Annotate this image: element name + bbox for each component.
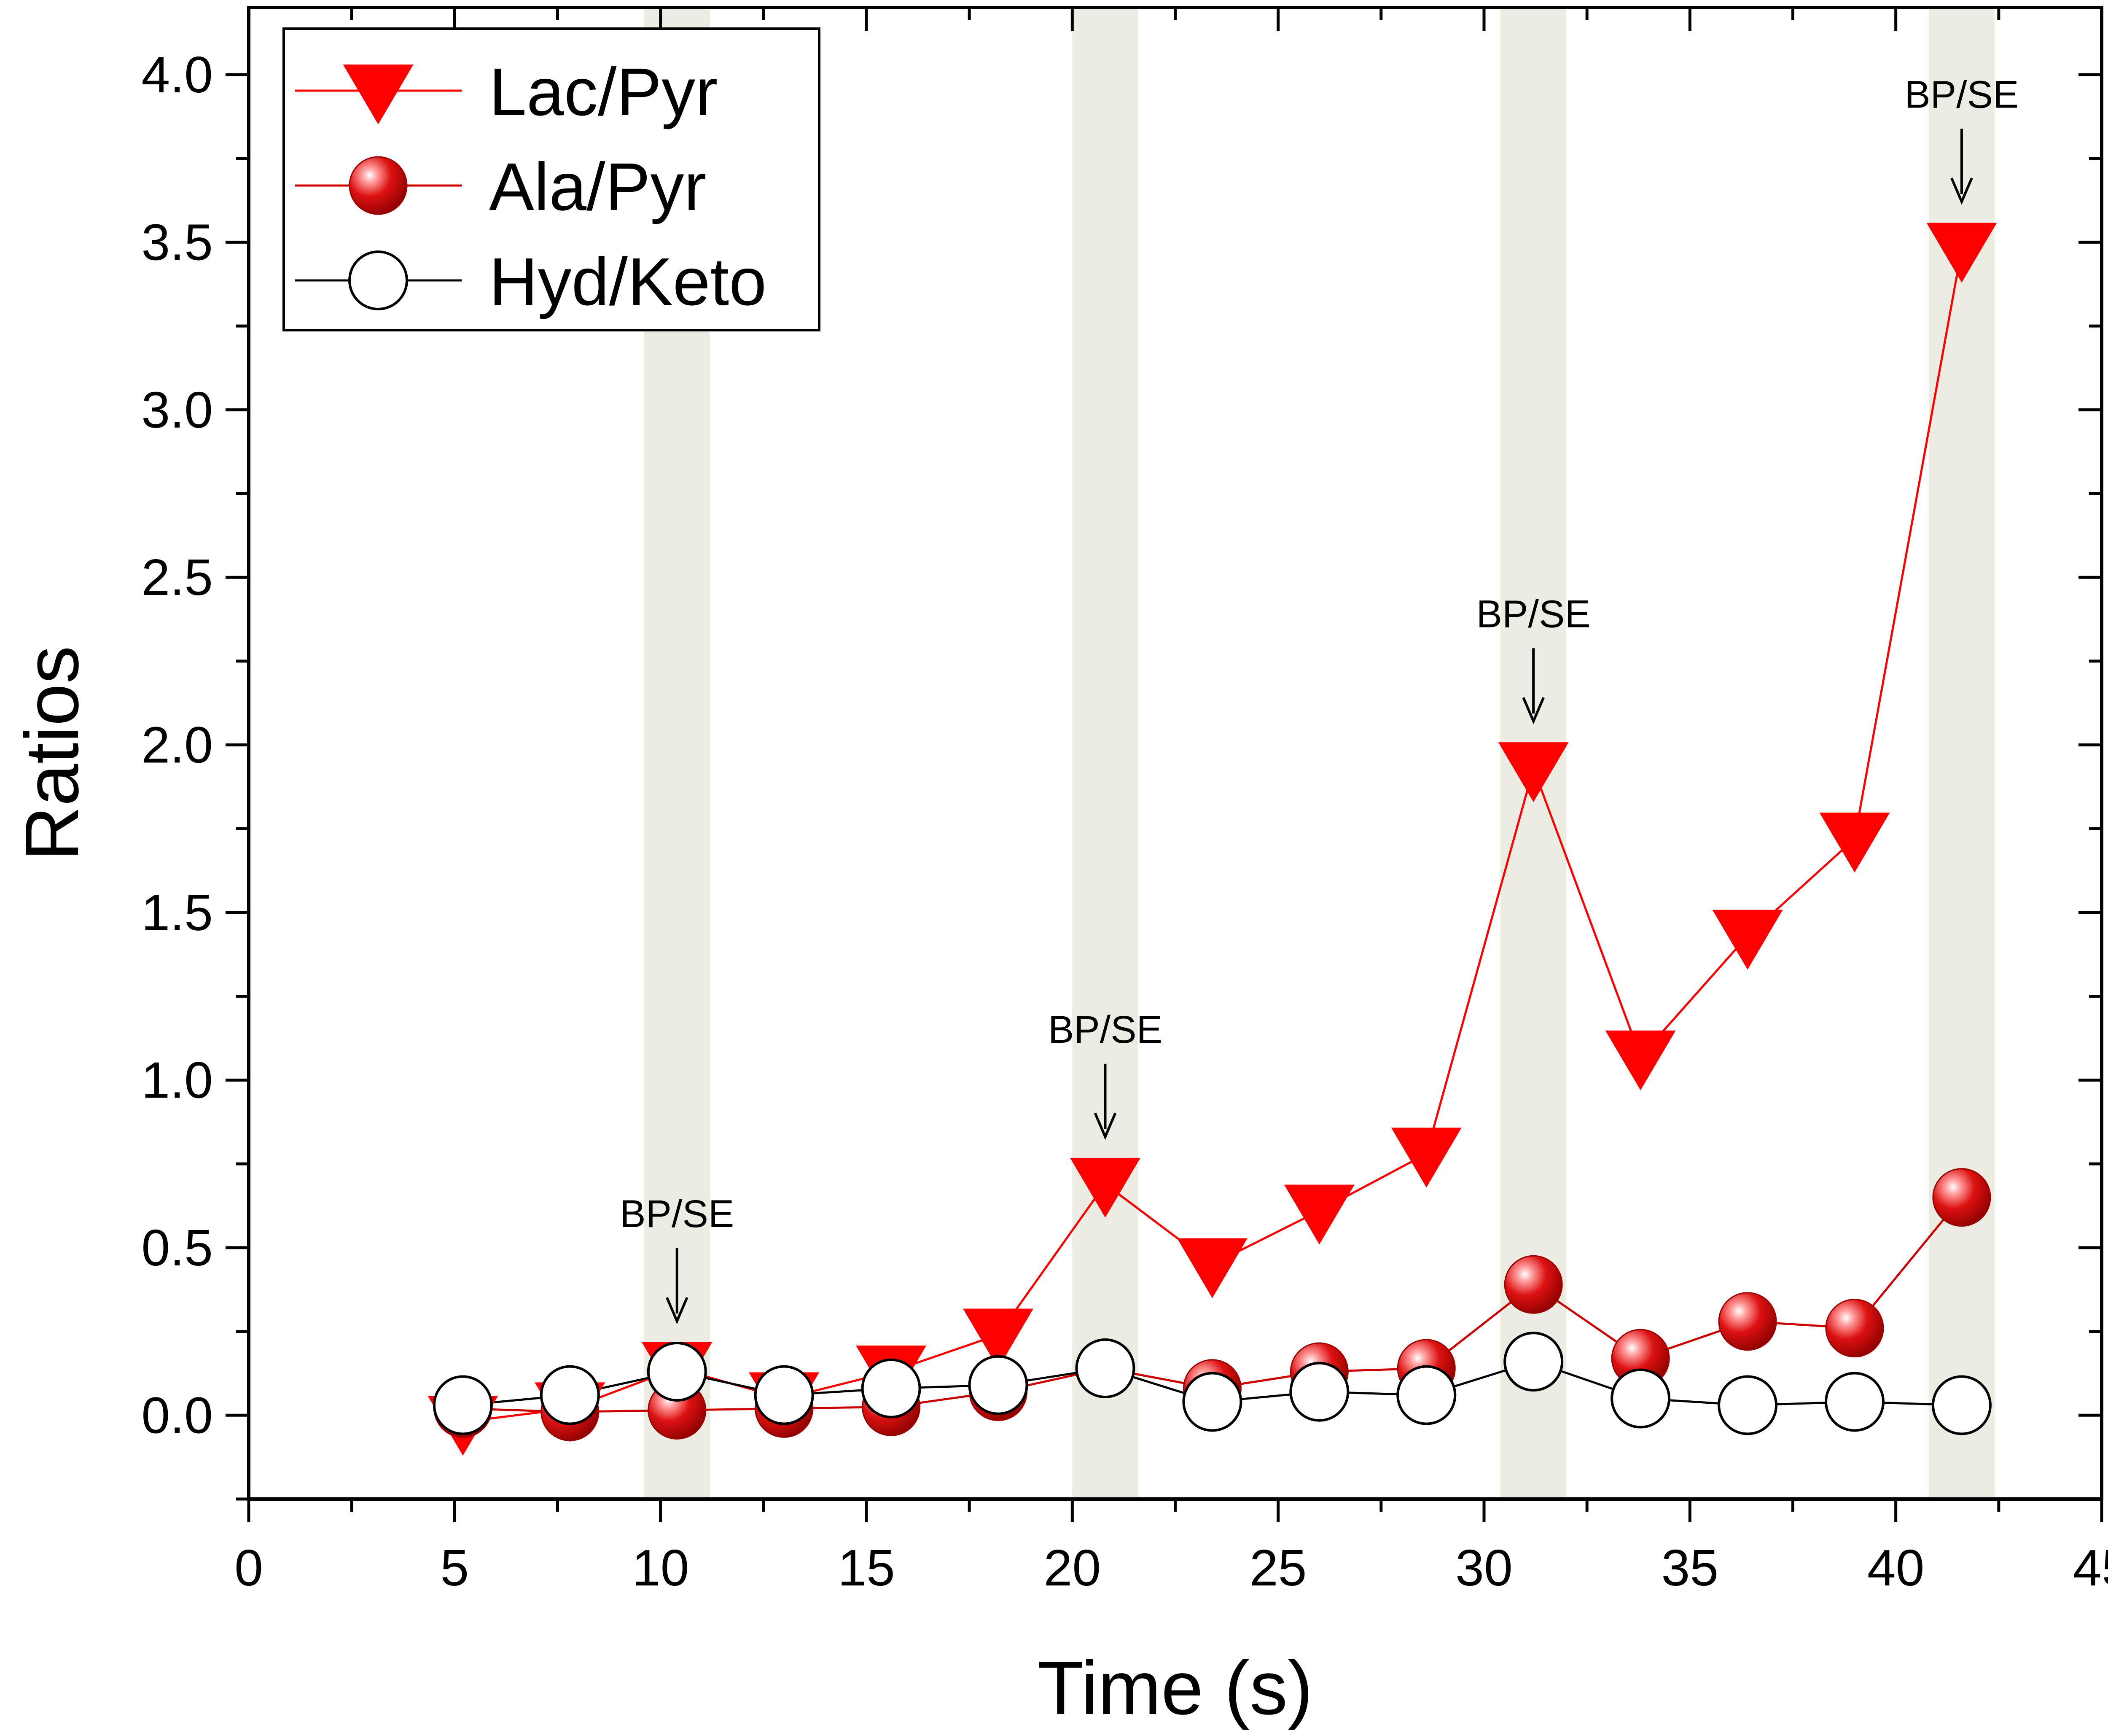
data-point-hyd-keto	[1503, 1332, 1564, 1392]
shaded-bands	[644, 8, 1995, 1499]
data-point-lac-pyr	[1391, 1128, 1462, 1188]
data-point-hyd-keto	[1825, 1372, 1885, 1432]
annotation-label: BP/SE	[620, 1192, 734, 1235]
x-tick-label: 25	[1250, 1539, 1307, 1596]
data-point-hyd-keto	[1611, 1368, 1671, 1429]
x-tick-label: 35	[1661, 1539, 1718, 1596]
data-point-hyd-keto	[1931, 1375, 1992, 1435]
y-tick-label: 2.0	[141, 716, 213, 774]
annotations: BP/SE BP/SE BP/SE BP/SE	[620, 73, 2019, 1324]
x-axis-ticks: 0 5 10 15 20 25 30 35 40 45	[234, 8, 2108, 1596]
data-point-ala-pyr	[1718, 1292, 1777, 1351]
data-point-hyd-keto	[1718, 1375, 1778, 1435]
y-axis-title: Ratios	[10, 646, 94, 861]
data-point-ala-pyr	[1504, 1255, 1563, 1314]
y-tick-label: 0.0	[141, 1386, 213, 1444]
data-point-ala-pyr	[1932, 1168, 1991, 1227]
shaded-band-2	[1072, 8, 1138, 1499]
data-point-hyd-keto	[1289, 1362, 1350, 1422]
annotation-arrow-head	[665, 1297, 688, 1324]
legend-marker-hyd-keto	[348, 250, 408, 310]
annotation-label: BP/SE	[1476, 592, 1591, 635]
legend-marker-ala-pyr	[349, 156, 408, 215]
x-tick-label: 5	[440, 1539, 469, 1596]
annotation-arrow-head	[1950, 178, 1973, 205]
data-point-ala-pyr	[1825, 1299, 1884, 1358]
y-tick-label: 1.0	[141, 1051, 213, 1109]
y-axis-ticks: 0.0 0.5 1.0 1.5 2.0 2.5 3.0 3.5 4.0	[141, 46, 2102, 1501]
x-tick-label: 45	[2073, 1539, 2108, 1596]
data-point-hyd-keto	[433, 1375, 493, 1435]
x-tick-label: 30	[1455, 1539, 1513, 1596]
data-point-lac-pyr	[1819, 813, 1890, 873]
legend-label-lac-pyr: Lac/Pyr	[489, 54, 718, 129]
data-point-hyd-keto	[861, 1358, 921, 1418]
y-tick-label: 3.5	[141, 213, 213, 271]
data-point-hyd-keto	[1396, 1365, 1457, 1425]
data-point-lac-pyr	[1712, 910, 1783, 970]
annotation-arrow-head	[1094, 1112, 1117, 1140]
annotation-label: BP/SE	[1904, 73, 2019, 116]
x-tick-label: 0	[234, 1539, 263, 1596]
data-point-hyd-keto	[1182, 1372, 1242, 1432]
data-point-hyd-keto	[1075, 1338, 1135, 1399]
y-tick-label: 1.5	[141, 884, 213, 941]
data-point-lac-pyr	[963, 1308, 1034, 1369]
x-tick-label: 15	[838, 1539, 895, 1596]
y-tick-label: 2.5	[141, 549, 213, 606]
y-tick-label: 0.5	[141, 1219, 213, 1276]
y-tick-label: 4.0	[141, 46, 213, 103]
legend-label-ala-pyr: Ala/Pyr	[489, 149, 707, 224]
data-point-lac-pyr	[1498, 742, 1569, 802]
data-point-lac-pyr	[1926, 223, 1997, 283]
legend-label-hyd-keto: Hyd/Keto	[489, 244, 766, 319]
series-markers	[428, 223, 1997, 1456]
annotation-label: BP/SE	[1048, 1008, 1162, 1051]
x-axis-title: Time (s)	[1038, 1646, 1313, 1731]
data-point-hyd-keto	[754, 1365, 814, 1425]
legend-marker-lac-pyr	[343, 65, 414, 124]
data-point-lac-pyr	[1177, 1238, 1248, 1298]
data-point-lac-pyr	[1605, 1030, 1676, 1090]
annotation-arrow-head	[1522, 697, 1545, 724]
y-tick-label: 3.0	[141, 381, 213, 439]
data-point-hyd-keto	[647, 1341, 707, 1402]
data-point-lac-pyr	[1070, 1157, 1140, 1218]
x-tick-label: 10	[632, 1539, 689, 1596]
x-tick-label: 20	[1043, 1539, 1101, 1596]
x-tick-label: 40	[1867, 1539, 1925, 1596]
data-point-hyd-keto	[540, 1365, 600, 1425]
legend: Lac/Pyr Ala/Pyr Hyd/Keto	[282, 27, 820, 331]
data-point-hyd-keto	[968, 1355, 1028, 1415]
data-point-lac-pyr	[1284, 1184, 1355, 1245]
